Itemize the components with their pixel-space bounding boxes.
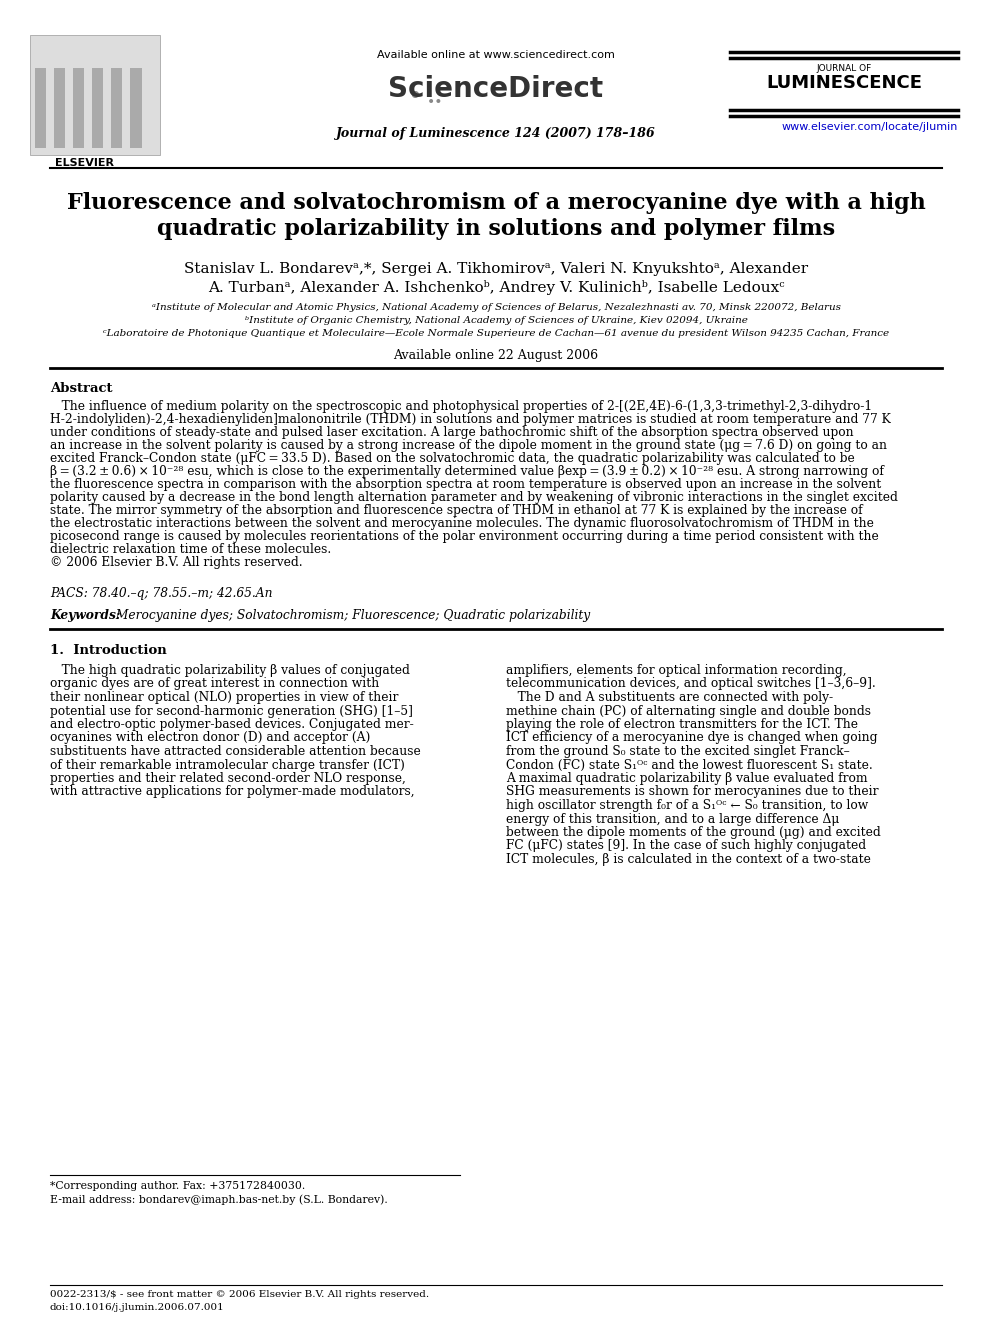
- Bar: [103, 67, 110, 148]
- Text: Available online at www.sciencedirect.com: Available online at www.sciencedirect.co…: [377, 50, 615, 60]
- Text: under conditions of steady-state and pulsed laser excitation. A large bathochrom: under conditions of steady-state and pul…: [50, 426, 854, 439]
- Text: FC (μFC) states [9]. In the case of such highly conjugated: FC (μFC) states [9]. In the case of such…: [506, 840, 866, 852]
- Bar: [35, 67, 47, 148]
- Text: www.elsevier.com/locate/jlumin: www.elsevier.com/locate/jlumin: [782, 122, 958, 132]
- Bar: [130, 67, 142, 148]
- Text: β = (3.2 ± 0.6) × 10⁻²⁸ esu, which is close to the experimentally determined val: β = (3.2 ± 0.6) × 10⁻²⁸ esu, which is cl…: [50, 464, 884, 478]
- Text: with attractive applications for polymer-made modulators,: with attractive applications for polymer…: [50, 786, 415, 799]
- Text: Fluorescence and solvatochromism of a merocyanine dye with a high: Fluorescence and solvatochromism of a me…: [66, 192, 926, 214]
- Text: organic dyes are of great interest in connection with: organic dyes are of great interest in co…: [50, 677, 379, 691]
- Text: LUMINESCENCE: LUMINESCENCE: [766, 74, 922, 93]
- Text: 0022-2313/$ - see front matter © 2006 Elsevier B.V. All rights reserved.: 0022-2313/$ - see front matter © 2006 El…: [50, 1290, 430, 1299]
- Text: Abstract: Abstract: [50, 382, 112, 396]
- Text: an increase in the solvent polarity is caused by a strong increase of the dipole: an increase in the solvent polarity is c…: [50, 439, 887, 452]
- Text: amplifiers, elements for optical information recording,: amplifiers, elements for optical informa…: [506, 664, 846, 677]
- Text: E-mail address: bondarev@imaph.bas-net.by (S.L. Bondarev).: E-mail address: bondarev@imaph.bas-net.b…: [50, 1193, 388, 1204]
- Text: SHG measurements is shown for merocyanines due to their: SHG measurements is shown for merocyanin…: [506, 786, 879, 799]
- Text: their nonlinear optical (NLO) properties in view of their: their nonlinear optical (NLO) properties…: [50, 691, 399, 704]
- Text: Condon (FC) state S₁ᴼᶜ and the lowest fluorescent S₁ state.: Condon (FC) state S₁ᴼᶜ and the lowest fl…: [506, 758, 873, 771]
- Text: Stanislav L. Bondarevᵃ,*, Sergei A. Tikhomirovᵃ, Valeri N. Knyukshtoᵃ, Alexander: Stanislav L. Bondarevᵃ,*, Sergei A. Tikh…: [184, 262, 808, 277]
- Text: state. The mirror symmetry of the absorption and fluorescence spectra of THDM in: state. The mirror symmetry of the absorp…: [50, 504, 863, 517]
- Text: methine chain (PC) of alternating single and double bonds: methine chain (PC) of alternating single…: [506, 705, 871, 717]
- Text: Journal of Luminescence 124 (2007) 178–186: Journal of Luminescence 124 (2007) 178–1…: [336, 127, 656, 140]
- Text: from the ground S₀ state to the excited singlet Franck–: from the ground S₀ state to the excited …: [506, 745, 850, 758]
- Text: doi:10.1016/j.jlumin.2006.07.001: doi:10.1016/j.jlumin.2006.07.001: [50, 1303, 225, 1312]
- Text: 1.  Introduction: 1. Introduction: [50, 644, 167, 658]
- Text: properties and their related second-order NLO response,: properties and their related second-orde…: [50, 773, 406, 785]
- Text: PACS: 78.40.–q; 78.55.–m; 42.65.An: PACS: 78.40.–q; 78.55.–m; 42.65.An: [50, 587, 273, 601]
- Text: ICT molecules, β is calculated in the context of a two-state: ICT molecules, β is calculated in the co…: [506, 853, 871, 867]
- Text: ELSEVIER: ELSEVIER: [56, 157, 114, 168]
- Text: dielectric relaxation time of these molecules.: dielectric relaxation time of these mole…: [50, 542, 331, 556]
- Text: and electro-optic polymer-based devices. Conjugated mer-: and electro-optic polymer-based devices.…: [50, 718, 414, 732]
- Text: the electrostatic interactions between the solvent and merocyanine molecules. Th: the electrostatic interactions between t…: [50, 517, 874, 531]
- Bar: [65, 67, 72, 148]
- Text: quadratic polarizability in solutions and polymer films: quadratic polarizability in solutions an…: [157, 218, 835, 239]
- Text: •: •: [408, 85, 423, 108]
- Bar: [46, 67, 53, 148]
- Bar: [84, 67, 91, 148]
- Bar: [73, 67, 85, 148]
- Text: H-2-indolyliden)-2,4-hexadienyliden]malononitrile (THDM) in solutions and polyme: H-2-indolyliden)-2,4-hexadienyliden]malo…: [50, 413, 891, 426]
- Text: Keywords:: Keywords:: [50, 609, 120, 622]
- Text: of their remarkable intramolecular charge transfer (ICT): of their remarkable intramolecular charg…: [50, 758, 405, 771]
- Text: ᵇInstitute of Organic Chemistry, National Academy of Sciences of Ukraine, Kiev 0: ᵇInstitute of Organic Chemistry, Nationa…: [245, 316, 747, 325]
- Text: A. Turbanᵃ, Alexander A. Ishchenkoᵇ, Andrey V. Kulinichᵇ, Isabelle Ledouxᶜ: A. Turbanᵃ, Alexander A. Ishchenkoᵇ, And…: [207, 280, 785, 295]
- Text: *Corresponding author. Fax: +375172840030.: *Corresponding author. Fax: +37517284003…: [50, 1181, 306, 1191]
- Text: polarity caused by a decrease in the bond length alternation parameter and by we: polarity caused by a decrease in the bon…: [50, 491, 898, 504]
- Text: between the dipole moments of the ground (μg) and excited: between the dipole moments of the ground…: [506, 826, 881, 839]
- Text: ICT efficiency of a merocyanine dye is changed when going: ICT efficiency of a merocyanine dye is c…: [506, 732, 878, 745]
- Bar: [30, 34, 160, 155]
- Text: Available online 22 August 2006: Available online 22 August 2006: [394, 349, 598, 363]
- Bar: [54, 67, 66, 148]
- Text: potential use for second-harmonic generation (SHG) [1–5]: potential use for second-harmonic genera…: [50, 705, 413, 717]
- Text: © 2006 Elsevier B.V. All rights reserved.: © 2006 Elsevier B.V. All rights reserved…: [50, 556, 303, 569]
- Text: substituents have attracted considerable attention because: substituents have attracted considerable…: [50, 745, 421, 758]
- Text: picosecond range is caused by molecules reorientations of the polar environment : picosecond range is caused by molecules …: [50, 531, 879, 542]
- Text: A maximal quadratic polarizability β value evaluated from: A maximal quadratic polarizability β val…: [506, 773, 868, 785]
- Text: the fluorescence spectra in comparison with the absorption spectra at room tempe: the fluorescence spectra in comparison w…: [50, 478, 881, 491]
- Text: The D and A substituents are connected with poly-: The D and A substituents are connected w…: [506, 691, 833, 704]
- Text: The influence of medium polarity on the spectroscopic and photophysical properti: The influence of medium polarity on the …: [50, 400, 872, 413]
- Text: ᶜLaboratoire de Photonique Quantique et Moleculaire—Ecole Normale Superieure de : ᶜLaboratoire de Photonique Quantique et …: [103, 329, 889, 337]
- Text: energy of this transition, and to a large difference Δμ: energy of this transition, and to a larg…: [506, 812, 839, 826]
- Text: ScienceDirect: ScienceDirect: [389, 75, 603, 103]
- Text: The high quadratic polarizability β values of conjugated: The high quadratic polarizability β valu…: [50, 664, 410, 677]
- Text: JOURNAL OF: JOURNAL OF: [816, 64, 872, 73]
- Bar: [92, 67, 104, 148]
- Text: excited Franck–Condon state (μFC = 33.5 D). Based on the solvatochromic data, th: excited Franck–Condon state (μFC = 33.5 …: [50, 452, 855, 464]
- Text: Merocyanine dyes; Solvatochromism; Fluorescence; Quadratic polarizability: Merocyanine dyes; Solvatochromism; Fluor…: [112, 609, 590, 622]
- Text: high oscillator strength f₀r of a S₁ᴼᶜ ← S₀ transition, to low: high oscillator strength f₀r of a S₁ᴼᶜ ←…: [506, 799, 868, 812]
- Bar: [111, 67, 123, 148]
- Text: playing the role of electron transmitters for the ICT. The: playing the role of electron transmitter…: [506, 718, 858, 732]
- Text: ••: ••: [427, 95, 443, 108]
- Bar: [122, 67, 129, 148]
- Text: ᵃInstitute of Molecular and Atomic Physics, National Academy of Sciences of Bela: ᵃInstitute of Molecular and Atomic Physi…: [152, 303, 840, 312]
- Text: ocyanines with electron donor (D) and acceptor (A): ocyanines with electron donor (D) and ac…: [50, 732, 370, 745]
- Text: telecommunication devices, and optical switches [1–3,6–9].: telecommunication devices, and optical s…: [506, 677, 876, 691]
